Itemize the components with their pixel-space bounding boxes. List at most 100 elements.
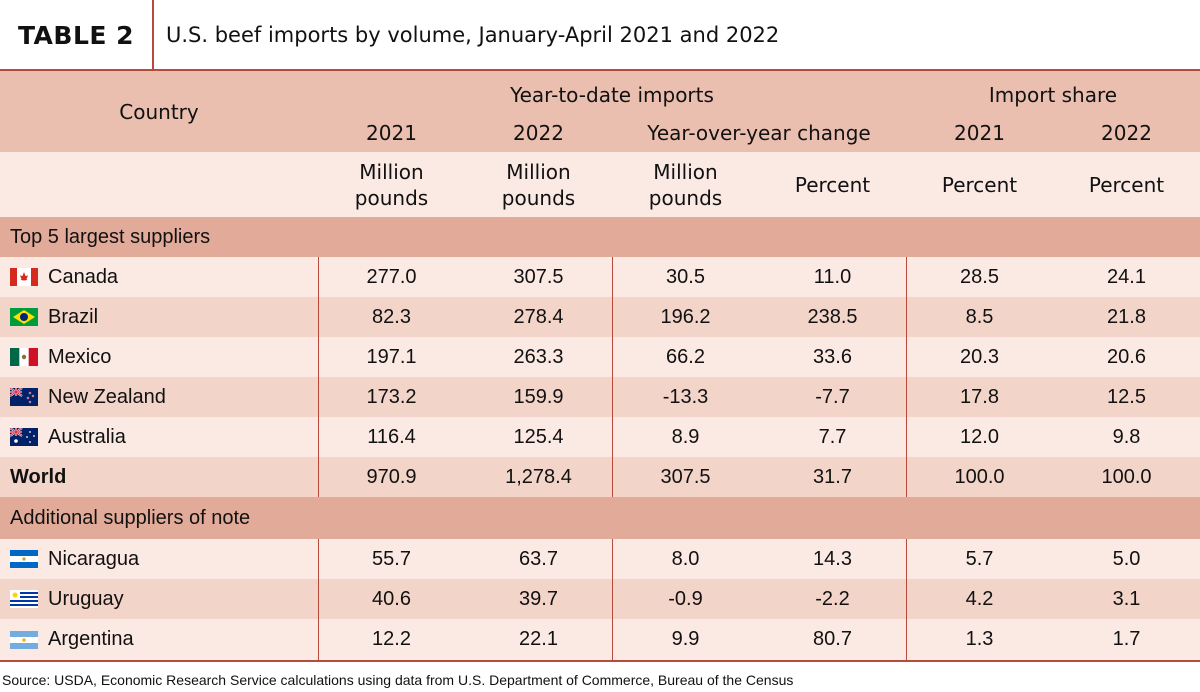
table-row: Brazil 82.3 278.4 196.2 238.5 8.5 21.8 — [0, 297, 1200, 337]
unit-2021-line1: Million — [359, 160, 424, 184]
value-2022: 159.9 — [513, 385, 564, 408]
section-label: Top 5 largest suppliers — [10, 225, 211, 248]
column-divider — [906, 539, 907, 660]
ytd-imports-header: Year-to-date imports — [510, 83, 714, 107]
share-2022: 24.1 — [1107, 265, 1146, 288]
share-2021: 5.7 — [965, 547, 994, 570]
share-2022: 100.0 — [1101, 465, 1152, 488]
share-2022: 21.8 — [1107, 305, 1146, 328]
table-row: Uruguay 40.6 39.7 -0.9 -2.2 4.2 3.1 — [0, 579, 1200, 619]
value-2021: 970.9 — [366, 465, 417, 488]
value-2021: 173.2 — [366, 385, 417, 408]
share-2022: 12.5 — [1107, 385, 1146, 408]
share-2022: 3.1 — [1112, 587, 1141, 610]
country-header: Country — [119, 99, 199, 124]
import-share-header: Import share — [988, 83, 1118, 107]
country-name: Uruguay — [48, 587, 124, 610]
table-label: TABLE 2 — [0, 0, 154, 70]
mexico-flag-icon — [10, 348, 38, 366]
yoy-change-header: Year-over-year change — [647, 121, 871, 145]
unit-2021: Million pounds — [318, 156, 465, 214]
world-row: World 970.9 1,278.4 307.5 31.7 100.0 100… — [0, 457, 1200, 497]
value-change: 9.9 — [671, 628, 700, 650]
share-2021: 4.2 — [965, 587, 994, 610]
share-2021: 28.5 — [960, 265, 999, 288]
country-cell: Nicaragua — [0, 539, 318, 579]
share-2022-header: 2022 — [1101, 121, 1152, 145]
value-change: 8.9 — [671, 425, 700, 448]
value-change: 30.5 — [666, 265, 705, 288]
canada-flag-icon — [10, 268, 38, 286]
country-name: Brazil — [48, 305, 99, 328]
header-band: Country Year-to-date imports Import shar… — [0, 71, 1200, 152]
share-2022: 5.0 — [1112, 547, 1141, 570]
value-percent: 11.0 — [813, 265, 852, 288]
value-change: 66.2 — [666, 345, 705, 368]
section-additional-suppliers: Additional suppliers of note — [0, 497, 1200, 539]
value-change: 8.0 — [671, 547, 700, 570]
table-row: New Zealand 173.2 159.9 -13.3 -7.7 17.8 … — [0, 377, 1200, 417]
table-row: Nicaragua 55.7 63.7 8.0 14.3 5.7 5.0 — [0, 539, 1200, 579]
value-2022: 1,278.4 — [505, 465, 572, 488]
value-change: -13.3 — [662, 385, 709, 408]
section-top-suppliers: Top 5 largest suppliers — [0, 217, 1200, 257]
country-cell: Mexico — [0, 337, 318, 377]
unit-change-line1: Million — [653, 160, 718, 184]
top-rule — [0, 69, 1200, 71]
value-2021: 55.7 — [372, 547, 411, 570]
country-name: Nicaragua — [48, 547, 140, 570]
section-label: Additional suppliers of note — [10, 506, 251, 529]
new-zealand-flag-icon — [10, 388, 38, 406]
unit-2022-line1: Million — [506, 160, 571, 184]
table-row: Argentina 12.2 22.1 9.9 80.7 1.3 1.7 — [0, 619, 1200, 660]
country-cell: New Zealand — [0, 377, 318, 417]
share-2021: 12.0 — [960, 425, 999, 448]
value-2021: 40.6 — [372, 587, 411, 610]
share-2022: 1.7 — [1112, 628, 1141, 650]
unit-2021-line2: pounds — [354, 186, 429, 210]
share-2021: 100.0 — [954, 465, 1005, 488]
value-2022: 39.7 — [519, 587, 558, 610]
value-percent: 33.6 — [813, 345, 852, 368]
value-change: -0.9 — [668, 587, 703, 610]
value-2021: 12.2 — [372, 628, 411, 650]
unit-share-2021: Percent — [941, 173, 1018, 197]
column-divider — [318, 539, 319, 660]
country-cell: Australia — [0, 417, 318, 457]
table-row: Canada 277.0 307.5 30.5 11.0 28.5 24.1 — [0, 257, 1200, 297]
value-2022: 278.4 — [513, 305, 564, 328]
country-name: Mexico — [48, 345, 112, 368]
australia-flag-icon — [10, 428, 38, 446]
table-title: U.S. beef imports by volume, January-Apr… — [166, 23, 780, 47]
value-percent: 7.7 — [818, 425, 847, 448]
year-2022-header: 2022 — [513, 121, 564, 145]
nicaragua-flag-icon — [10, 550, 38, 568]
value-percent: -7.7 — [815, 385, 850, 408]
unit-percent-change: Percent — [794, 173, 871, 197]
value-percent: 238.5 — [807, 305, 858, 328]
share-2021-header: 2021 — [954, 121, 1005, 145]
column-divider — [318, 257, 319, 497]
share-2021: 1.3 — [965, 628, 994, 650]
value-2021: 197.1 — [366, 345, 417, 368]
country-name: New Zealand — [48, 385, 166, 408]
argentina-flag-icon — [10, 630, 38, 649]
value-2021: 82.3 — [372, 305, 411, 328]
column-divider — [906, 257, 907, 497]
value-change: 196.2 — [660, 305, 711, 328]
unit-2022-line2: pounds — [501, 186, 576, 210]
value-2022: 307.5 — [513, 265, 564, 288]
value-percent: 80.7 — [813, 628, 852, 650]
units-band: Million pounds Million pounds Million po… — [0, 152, 1200, 217]
year-2021-header: 2021 — [366, 121, 417, 145]
country-cell: Canada — [0, 257, 318, 297]
value-2021: 277.0 — [366, 265, 417, 288]
country-cell: Uruguay — [0, 579, 318, 619]
country-cell: Brazil — [0, 297, 318, 337]
share-2022: 9.8 — [1112, 425, 1141, 448]
value-percent: 14.3 — [813, 547, 852, 570]
value-2022: 63.7 — [519, 547, 558, 570]
share-2021: 20.3 — [960, 345, 999, 368]
table-row: Australia 116.4 125.4 8.9 7.7 12.0 9.8 — [0, 417, 1200, 457]
value-percent: 31.7 — [813, 465, 852, 488]
